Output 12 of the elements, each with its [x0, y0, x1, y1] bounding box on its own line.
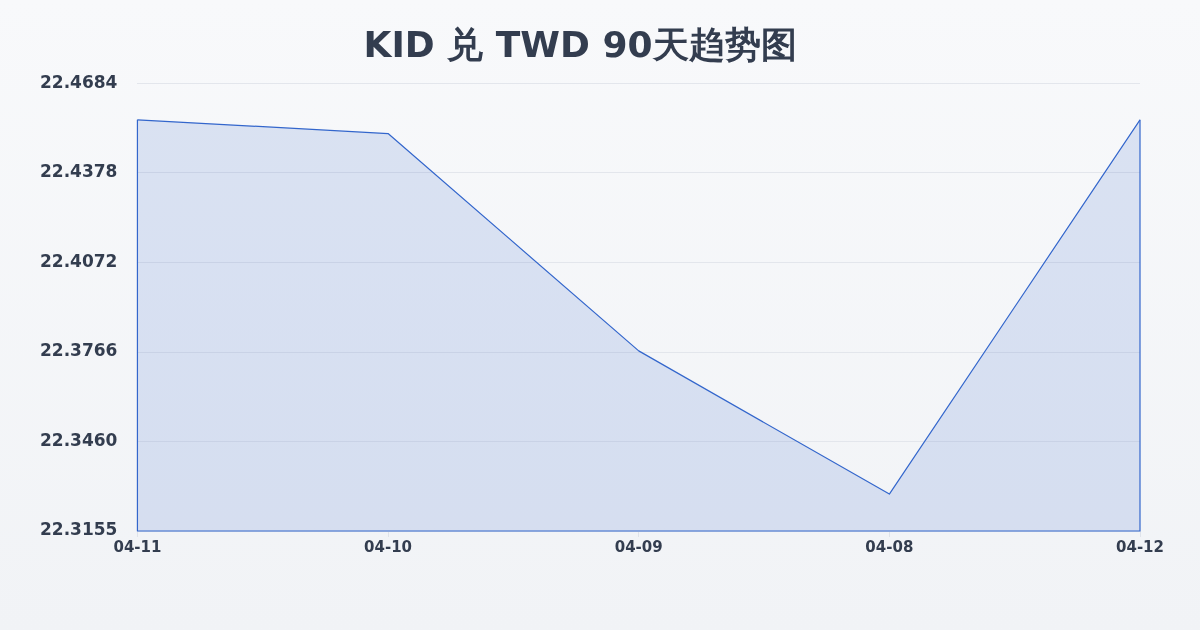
chart-title: KID 兑 TWD 90天趋势图: [363, 23, 797, 65]
y-tick-label: 22.3155: [39, 519, 118, 540]
y-tick-label: 22.4684: [39, 71, 118, 92]
x-tick-label: 04-11: [113, 537, 162, 556]
y-tick-label: 22.3460: [39, 430, 118, 451]
y-tick-label: 22.3766: [39, 340, 118, 361]
y-tick-label: 22.4378: [39, 161, 118, 182]
x-tick-label: 04-12: [1116, 537, 1164, 556]
x-tick-label: 04-09: [614, 537, 663, 556]
x-tick-label: 04-08: [865, 537, 914, 556]
y-tick-label: 22.4072: [39, 250, 118, 271]
x-tick-label: 04-10: [364, 537, 413, 556]
